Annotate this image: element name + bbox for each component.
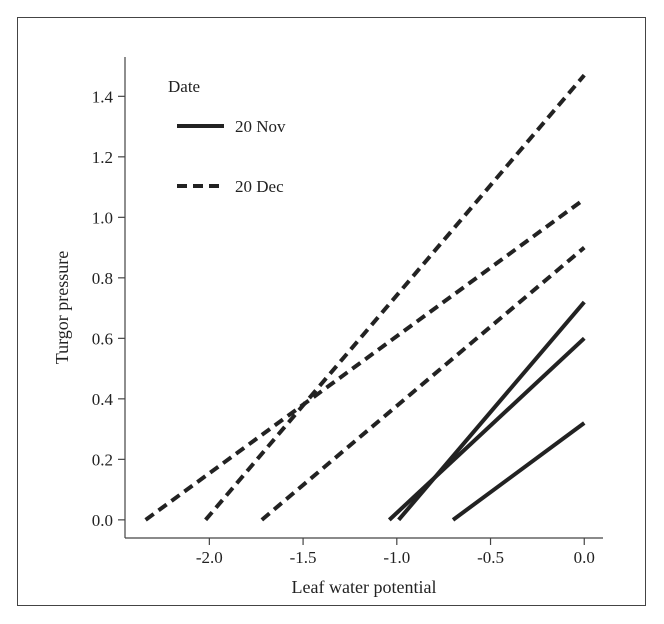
figure-frame: -2.0 -1.5 -1.0 -0.5 0.0 0.0 0.2 0.4 0.6 0.8 1.0 1.… bbox=[17, 17, 646, 606]
x-tick-label: -1.5 bbox=[290, 548, 317, 567]
x-tick-label: -1.0 bbox=[383, 548, 410, 567]
series-line-20-dec-4 bbox=[144, 197, 586, 522]
y-tick-label: 0.6 bbox=[92, 329, 113, 348]
legend: Date 20 Nov 20 Dec bbox=[168, 77, 286, 196]
y-tick-label: 0.8 bbox=[92, 269, 113, 288]
x-tick-label: 0.0 bbox=[574, 548, 595, 567]
y-tick-label: 1.0 bbox=[92, 208, 113, 227]
y-tick-label: 0.0 bbox=[92, 511, 113, 530]
series-line-20-dec-6 bbox=[260, 246, 586, 522]
x-axis-label: Leaf water potential bbox=[292, 577, 437, 597]
x-ticks: -2.0 -1.5 -1.0 -0.5 0.0 bbox=[196, 538, 595, 567]
x-tick-label: -0.5 bbox=[477, 548, 504, 567]
y-tick-label: 1.2 bbox=[92, 148, 113, 167]
series-layer bbox=[144, 73, 586, 522]
legend-label-20-dec: 20 Dec bbox=[235, 177, 284, 196]
axes: -2.0 -1.5 -1.0 -0.5 0.0 0.0 0.2 0.4 0.6 0.8 1.0 1.… bbox=[92, 57, 603, 567]
series-line-20-nov-1 bbox=[387, 336, 586, 522]
y-tick-label: 1.4 bbox=[92, 87, 114, 106]
legend-label-20-nov: 20 Nov bbox=[235, 117, 286, 136]
series-line-20-dec-5 bbox=[204, 73, 586, 522]
y-tick-label: 0.2 bbox=[92, 450, 113, 469]
legend-title: Date bbox=[168, 77, 200, 96]
x-tick-label: -2.0 bbox=[196, 548, 223, 567]
y-tick-label: 0.4 bbox=[92, 390, 114, 409]
y-ticks: 0.0 0.2 0.4 0.6 0.8 1.0 1.2 1.4 bbox=[92, 87, 125, 530]
line-chart: -2.0 -1.5 -1.0 -0.5 0.0 0.0 0.2 0.4 0.6 0.8 1.0 1.… bbox=[52, 57, 603, 597]
series-line-20-nov-2 bbox=[397, 300, 586, 522]
series-line-20-nov-3 bbox=[451, 421, 586, 522]
y-axis-label: Turgor pressure bbox=[52, 251, 72, 365]
